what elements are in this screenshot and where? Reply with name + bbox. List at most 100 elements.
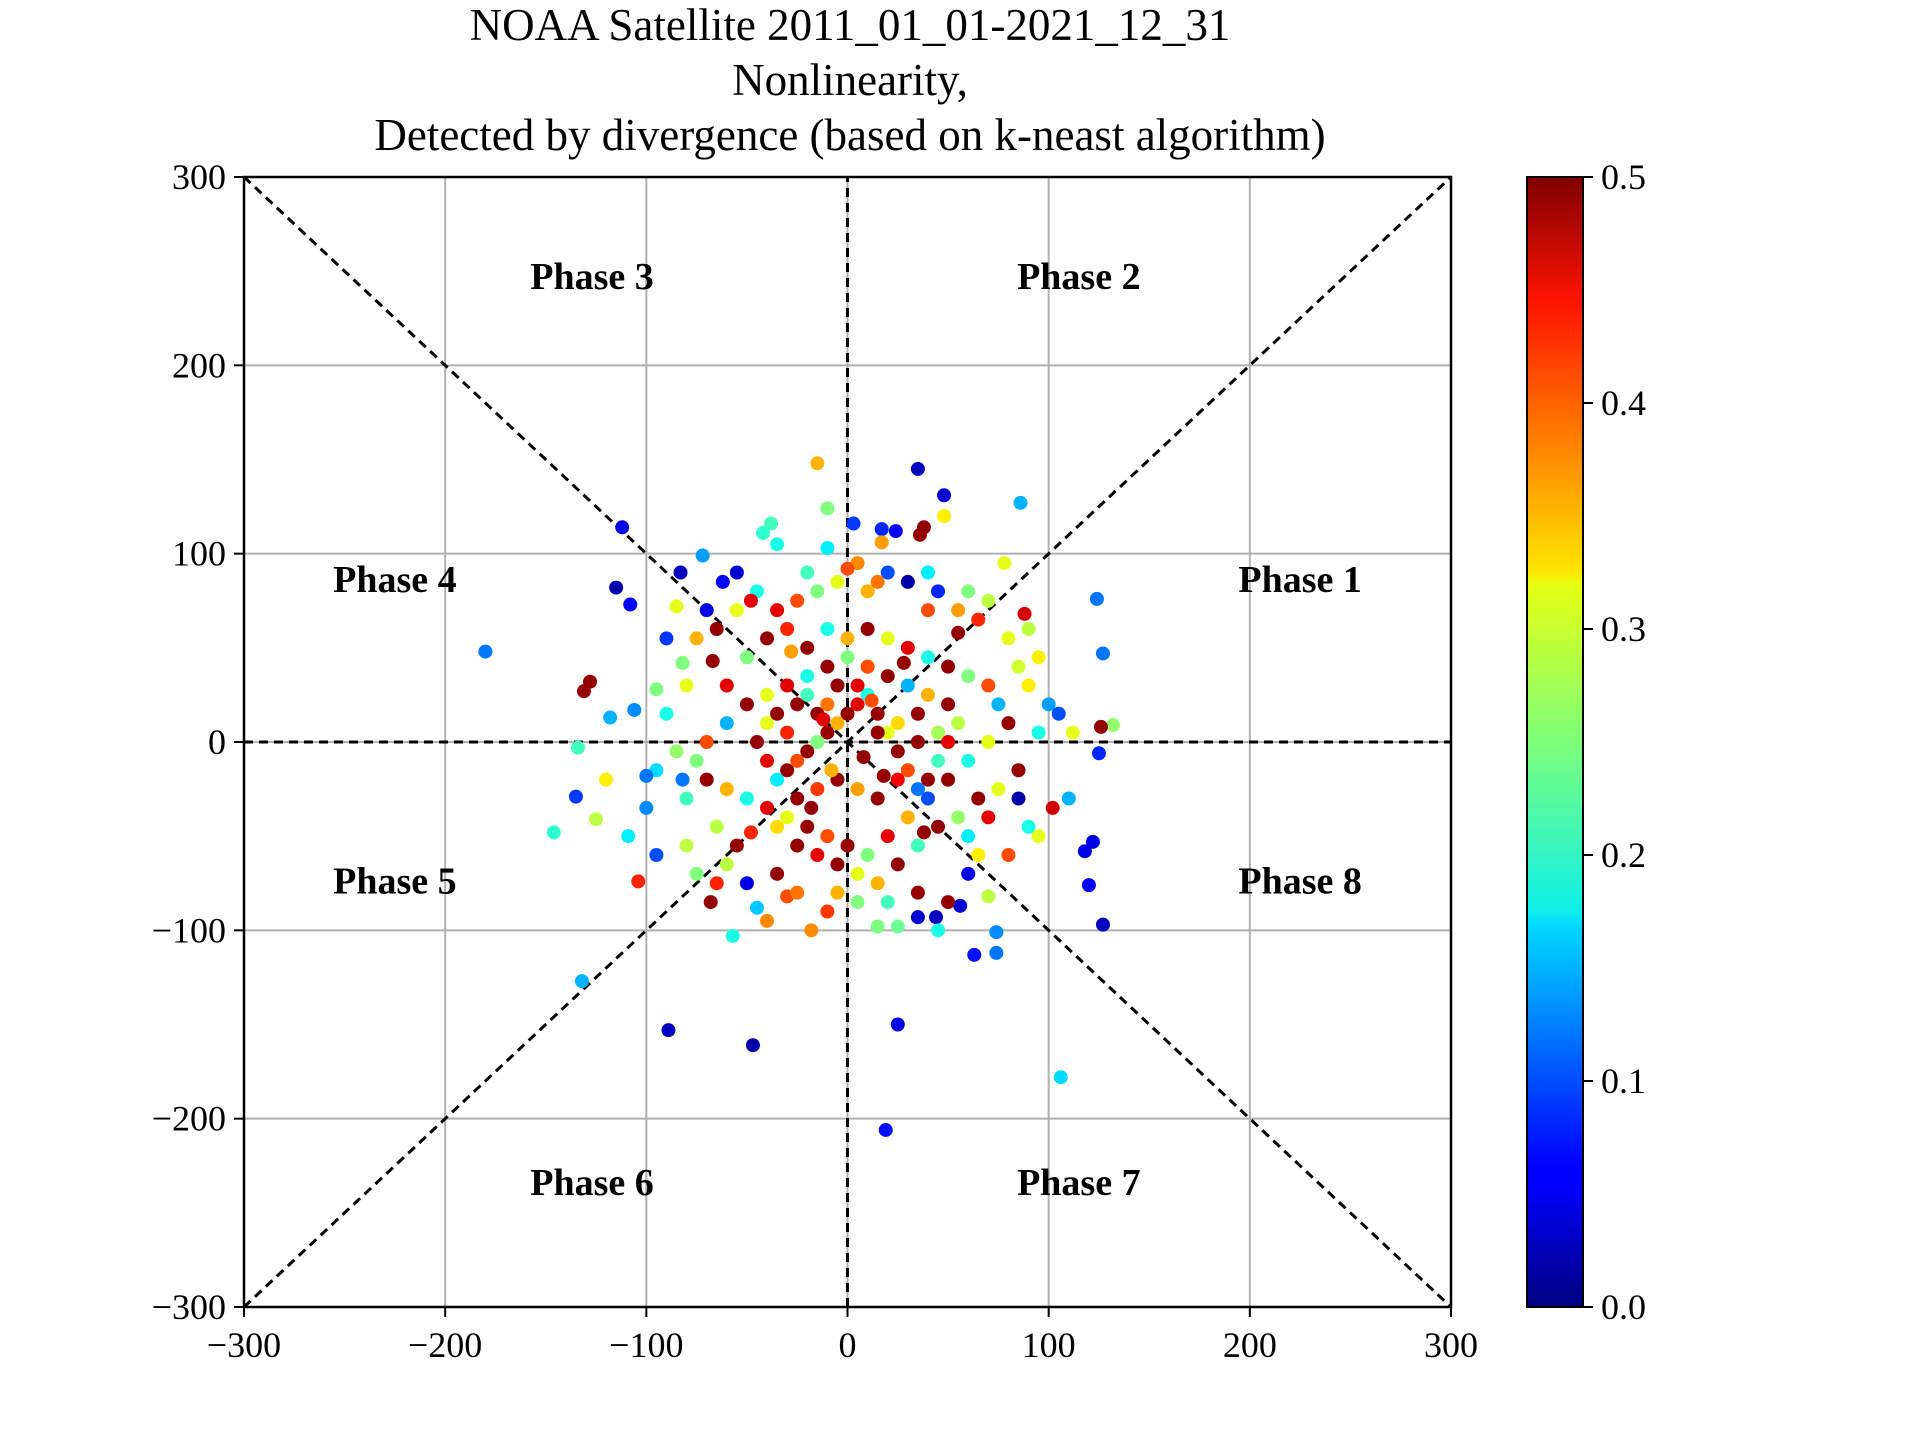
- data-point: [780, 763, 795, 778]
- data-point: [961, 829, 976, 844]
- phase-label: Phase 5: [333, 860, 457, 902]
- data-point: [739, 650, 754, 665]
- data-point: [790, 697, 805, 712]
- data-point: [639, 768, 654, 783]
- data-point: [820, 904, 835, 919]
- data-point: [576, 684, 591, 699]
- data-point: [900, 810, 915, 825]
- data-point: [941, 772, 956, 787]
- data-point: [888, 524, 903, 539]
- data-point: [780, 810, 795, 825]
- data-point: [910, 838, 925, 853]
- data-point: [639, 800, 654, 815]
- data-point: [850, 895, 865, 910]
- data-point: [916, 520, 931, 535]
- data-point: [997, 556, 1012, 571]
- data-point: [890, 772, 905, 787]
- data-point: [770, 537, 785, 552]
- data-point: [1001, 716, 1016, 731]
- data-point: [890, 716, 905, 731]
- data-point: [878, 1122, 893, 1137]
- data-point: [880, 725, 895, 740]
- data-point: [1106, 718, 1121, 733]
- y-tick-label: 200: [172, 345, 226, 385]
- data-point: [1021, 678, 1036, 693]
- data-point: [749, 735, 764, 749]
- data-point: [810, 848, 825, 862]
- data-point: [870, 725, 885, 740]
- x-tick-label: −100: [609, 1325, 683, 1365]
- data-point: [989, 925, 1004, 940]
- data-point: [1051, 706, 1066, 721]
- data-point: [599, 772, 614, 787]
- data-point: [675, 655, 690, 670]
- data-point: [770, 866, 785, 881]
- data-point: [864, 693, 879, 708]
- data-point: [1065, 725, 1080, 740]
- data-point: [725, 928, 740, 943]
- data-point: [860, 659, 875, 674]
- data-points: [478, 456, 1121, 1137]
- data-point: [1045, 800, 1060, 815]
- data-point: [705, 654, 720, 669]
- x-tick-label: −200: [408, 1325, 482, 1365]
- data-point: [709, 876, 724, 891]
- data-point: [679, 791, 694, 806]
- data-point: [1031, 829, 1046, 844]
- data-point: [719, 782, 734, 797]
- data-point: [951, 810, 966, 825]
- data-point: [699, 735, 714, 749]
- data-point: [770, 706, 785, 721]
- colorbar-tick-label: 0.1: [1601, 1061, 1646, 1101]
- data-point: [910, 461, 925, 476]
- data-point: [920, 791, 935, 806]
- y-tick-label: −300: [152, 1287, 226, 1327]
- data-point: [729, 603, 744, 618]
- data-point: [699, 603, 714, 618]
- data-point: [568, 789, 583, 804]
- data-point: [810, 584, 825, 599]
- data-point: [1089, 591, 1104, 606]
- data-point: [661, 1023, 676, 1038]
- data-point: [830, 574, 845, 589]
- data-point: [953, 898, 968, 913]
- data-point: [874, 522, 889, 537]
- data-point: [920, 565, 935, 580]
- data-point: [780, 725, 795, 740]
- data-point: [830, 857, 845, 872]
- data-point: [840, 838, 855, 853]
- data-point: [910, 885, 925, 900]
- data-point: [967, 947, 982, 962]
- x-tick-label: 100: [1022, 1325, 1076, 1365]
- y-tick-label: 0: [208, 722, 226, 762]
- data-point: [910, 706, 925, 721]
- data-point: [900, 640, 915, 655]
- x-tick-label: −300: [207, 1325, 281, 1365]
- data-point: [743, 825, 758, 840]
- data-point: [880, 895, 895, 910]
- data-point: [890, 1017, 905, 1032]
- x-tick-label: 200: [1223, 1325, 1277, 1365]
- chart-title-line-1: NOAA Satellite 2011_01_01-2021_12_31: [469, 0, 1231, 50]
- data-point: [729, 565, 744, 580]
- data-point: [546, 825, 561, 840]
- phase-label: Phase 7: [1017, 1162, 1141, 1204]
- data-point: [689, 866, 704, 881]
- data-point: [659, 706, 674, 721]
- data-point: [931, 584, 946, 599]
- data-point: [830, 885, 845, 900]
- data-point: [695, 548, 710, 563]
- data-point: [820, 541, 835, 556]
- data-point: [840, 650, 855, 665]
- phase-label: Phase 1: [1238, 559, 1362, 601]
- data-point: [937, 509, 952, 523]
- phase-label: Phase 8: [1238, 860, 1362, 902]
- data-point: [790, 753, 805, 768]
- data-point: [961, 866, 976, 881]
- data-point: [820, 501, 835, 516]
- data-point: [961, 584, 976, 599]
- data-point: [991, 782, 1006, 797]
- y-axis-ticks: −300 −200 −100 0 100 200 300: [152, 157, 244, 1327]
- data-point: [971, 791, 986, 806]
